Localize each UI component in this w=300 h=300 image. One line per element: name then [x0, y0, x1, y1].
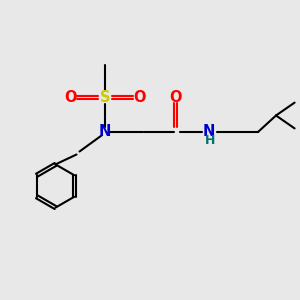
Text: O: O	[133, 90, 146, 105]
Text: O: O	[64, 90, 77, 105]
Text: S: S	[100, 90, 110, 105]
Text: H: H	[205, 134, 215, 147]
Text: N: N	[99, 124, 111, 140]
Text: N: N	[202, 124, 215, 140]
Text: O: O	[169, 90, 182, 105]
